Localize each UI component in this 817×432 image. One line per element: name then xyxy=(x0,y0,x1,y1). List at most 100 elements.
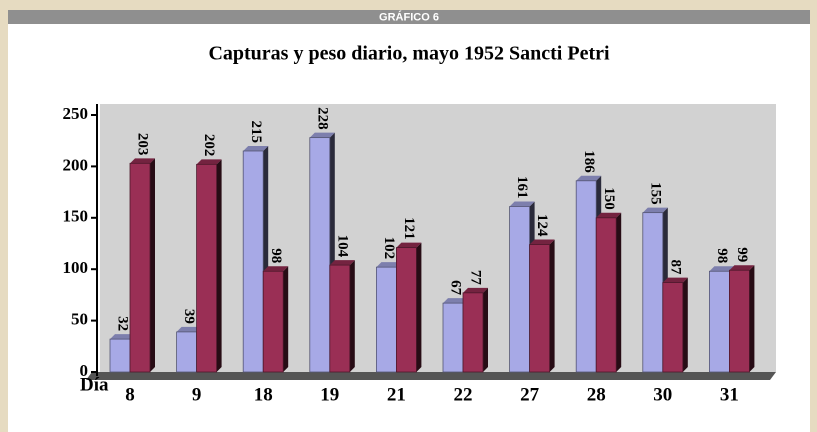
bar-face xyxy=(329,260,355,266)
bar-face xyxy=(329,264,351,373)
data-label: 228 xyxy=(314,107,330,130)
bar xyxy=(529,239,555,373)
bar xyxy=(129,158,155,373)
y-tick-label: 200 xyxy=(63,155,89,174)
bar-face xyxy=(662,277,688,283)
bar-face xyxy=(375,266,397,373)
bar-face xyxy=(243,145,269,151)
data-label: 39 xyxy=(181,309,197,324)
bar xyxy=(729,265,755,373)
bar xyxy=(662,277,688,373)
data-label: 202 xyxy=(201,134,217,157)
bar-face xyxy=(196,163,218,373)
bar-face xyxy=(549,239,555,372)
plot-floor xyxy=(86,372,776,380)
data-label: 215 xyxy=(248,120,264,143)
bar xyxy=(262,266,289,373)
bar-face xyxy=(642,207,668,213)
bar-face xyxy=(109,338,131,373)
data-label: 98 xyxy=(714,248,730,263)
header: GRÁFICO 6 xyxy=(379,10,439,23)
bar-face xyxy=(110,334,135,340)
bar-face xyxy=(376,262,402,268)
data-label: 186 xyxy=(581,150,597,173)
bar-face xyxy=(529,239,555,245)
x-tick-label: 9 xyxy=(192,384,202,405)
bar-face xyxy=(129,162,151,373)
data-label: 124 xyxy=(534,214,550,237)
header-bar xyxy=(8,10,810,24)
x-tick-label: 30 xyxy=(653,384,672,405)
bar-face xyxy=(242,150,264,373)
x-tick-label: 31 xyxy=(720,384,739,405)
bar xyxy=(196,159,222,373)
bar-face xyxy=(682,277,688,372)
bar xyxy=(395,242,422,373)
bar-face xyxy=(616,212,622,372)
bar-face xyxy=(529,244,550,373)
bar-face xyxy=(729,269,750,373)
x-tick-label: 22 xyxy=(454,384,473,405)
bar xyxy=(329,260,355,373)
bar-face xyxy=(196,159,222,165)
data-label: 121 xyxy=(401,217,417,240)
bar-face xyxy=(396,242,422,248)
data-label: 77 xyxy=(468,270,484,286)
data-label: 203 xyxy=(135,133,151,156)
bar-face xyxy=(443,298,468,304)
y-tick-label: 0 xyxy=(80,361,89,380)
x-axis-label: Día xyxy=(80,374,109,395)
data-label: 98 xyxy=(268,248,284,263)
bar-face xyxy=(463,287,488,293)
bar-face xyxy=(283,266,289,372)
bar-face xyxy=(596,212,622,218)
x-tick-label: 19 xyxy=(320,384,339,405)
bar-face xyxy=(709,270,730,373)
y-tick-label: 100 xyxy=(63,258,89,277)
bar-face xyxy=(462,292,484,373)
bar-face xyxy=(642,212,664,373)
bar-face xyxy=(483,287,488,372)
bar-face xyxy=(709,266,735,272)
data-label: 150 xyxy=(601,187,617,210)
chart-title: Capturas y peso diario, mayo 1952 Sancti… xyxy=(208,43,610,65)
bar-face xyxy=(729,265,755,271)
data-label: 104 xyxy=(334,235,350,258)
y-tick-label: 150 xyxy=(63,207,89,226)
data-label: 161 xyxy=(514,176,530,199)
bar-face xyxy=(509,206,531,373)
bar-face xyxy=(395,247,417,373)
y-tick-label: 50 xyxy=(71,310,88,329)
x-tick-label: 28 xyxy=(587,384,606,405)
x-tick-label: 21 xyxy=(387,384,406,405)
data-label: 32 xyxy=(115,316,131,331)
bar-face xyxy=(216,159,222,372)
bar-face xyxy=(442,302,464,373)
bar-face xyxy=(263,266,289,272)
bar-face xyxy=(309,137,331,373)
data-label: 99 xyxy=(734,247,750,262)
bar-face xyxy=(176,331,198,373)
data-label: 102 xyxy=(381,237,397,260)
data-label: 67 xyxy=(448,280,464,296)
data-label: 155 xyxy=(647,182,663,205)
bar-face xyxy=(662,282,684,373)
bar xyxy=(595,212,622,373)
bar-face xyxy=(309,132,335,138)
bar-face xyxy=(576,175,602,181)
bar-face xyxy=(595,217,617,373)
bar-face xyxy=(509,201,535,207)
bar xyxy=(462,287,488,373)
x-tick-label: 27 xyxy=(520,384,540,405)
bar-face xyxy=(349,260,355,372)
bar-face xyxy=(416,242,422,372)
bar-face xyxy=(575,180,597,373)
bar-face xyxy=(176,326,202,332)
x-tick-label: 8 xyxy=(125,384,135,405)
bar-face xyxy=(262,270,284,373)
y-tick-label: 250 xyxy=(63,104,89,123)
bar-face xyxy=(130,158,155,164)
bar-face xyxy=(150,158,155,372)
